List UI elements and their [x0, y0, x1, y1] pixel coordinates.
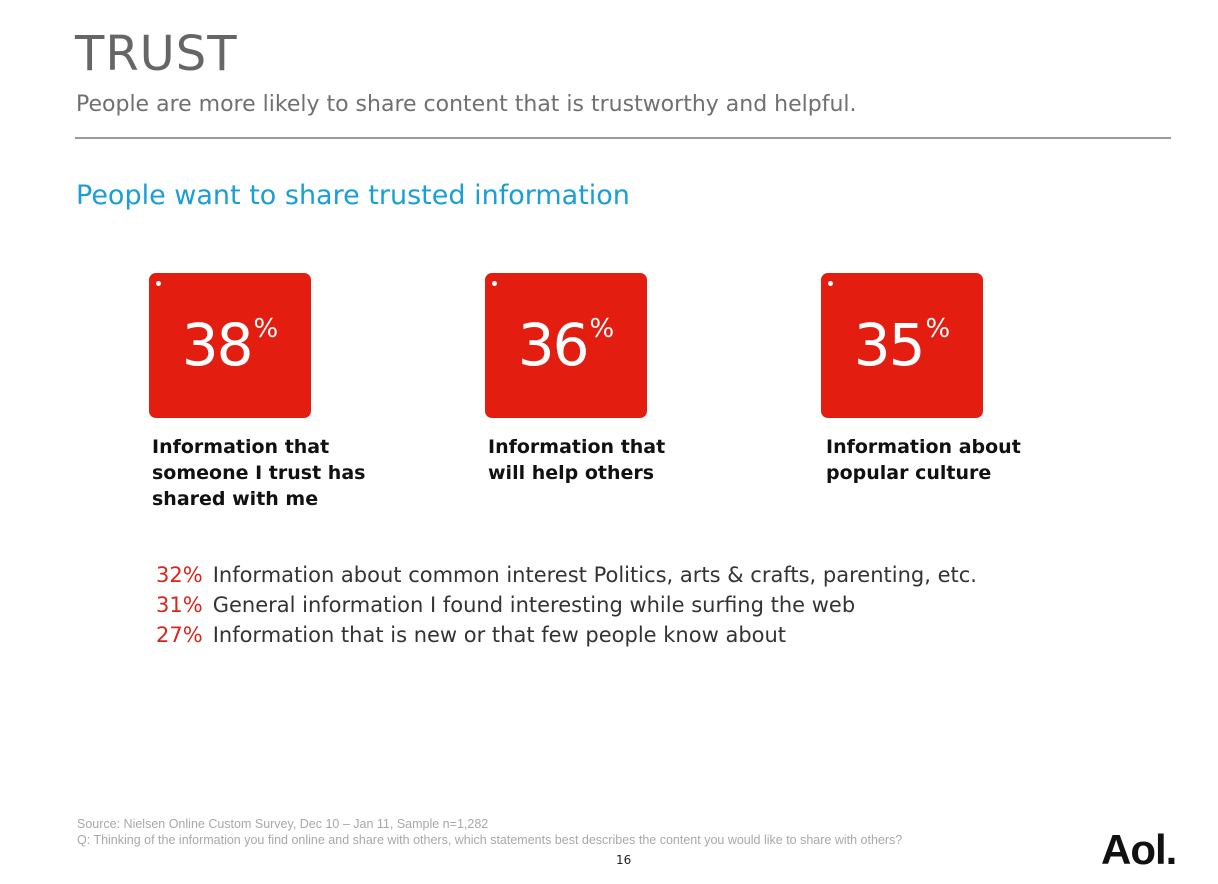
stat-percentage: 38%: [149, 311, 311, 379]
list-item-percent: 32%: [156, 563, 203, 587]
stat-caption-line: shared with me: [152, 488, 319, 510]
stat-value: 36: [517, 311, 590, 379]
stat-percentage: 36%: [485, 311, 647, 379]
stat-caption: Information about popular culture: [826, 434, 1046, 486]
stat-caption: Information that will help others: [488, 434, 708, 486]
bullet-dot-icon: [828, 281, 833, 286]
stat-caption: Information that someone I trust has sha…: [152, 434, 372, 512]
stat-list: 32% Information about common interest Pol…: [156, 560, 977, 650]
stat-caption-line: someone I trust has: [152, 462, 366, 484]
aol-logo: Aol.: [1101, 826, 1177, 873]
stat-caption-line: Information that: [152, 436, 330, 458]
bullet-dot-icon: [156, 281, 161, 286]
stat-unit: %: [925, 314, 951, 344]
list-item: 32% Information about common interest Pol…: [156, 560, 977, 590]
source-citation: Source: Nielsen Online Custom Survey, De…: [77, 817, 489, 831]
stat-unit: %: [253, 314, 279, 344]
list-item-text: Information that is new or that few peop…: [212, 623, 787, 647]
stat-card: 38%: [149, 273, 311, 418]
stat-card: 36%: [485, 273, 647, 418]
stat-value: 38: [181, 311, 254, 379]
page-subtitle: People are more likely to share content …: [76, 92, 857, 117]
stat-value: 35: [853, 311, 926, 379]
list-item-text: General information I found interesting …: [212, 593, 856, 617]
list-item: 27% Information that is new or that few p…: [156, 620, 977, 650]
survey-question: Q: Thinking of the information you find …: [77, 833, 903, 847]
list-item-text: Information about common interest Politi…: [212, 563, 977, 587]
divider: [75, 137, 1171, 139]
section-heading: People want to share trusted information: [76, 180, 630, 211]
list-item-percent: 31%: [156, 593, 203, 617]
bullet-dot-icon: [492, 281, 497, 286]
source-note: Source: Nielsen Online Custom Survey, De…: [77, 816, 902, 848]
page-title: TRUST: [75, 26, 238, 82]
page-number: 16: [616, 853, 632, 867]
stat-card: 35%: [821, 273, 983, 418]
list-item: 31% General information I found interesti…: [156, 590, 977, 620]
stat-percentage: 35%: [821, 311, 983, 379]
stat-unit: %: [589, 314, 615, 344]
stat-caption-line: will help others: [488, 462, 655, 484]
stat-caption-line: popular culture: [826, 462, 992, 484]
stat-caption-line: Information about: [826, 436, 1021, 458]
list-item-percent: 27%: [156, 623, 203, 647]
stat-caption-line: Information that: [488, 436, 666, 458]
